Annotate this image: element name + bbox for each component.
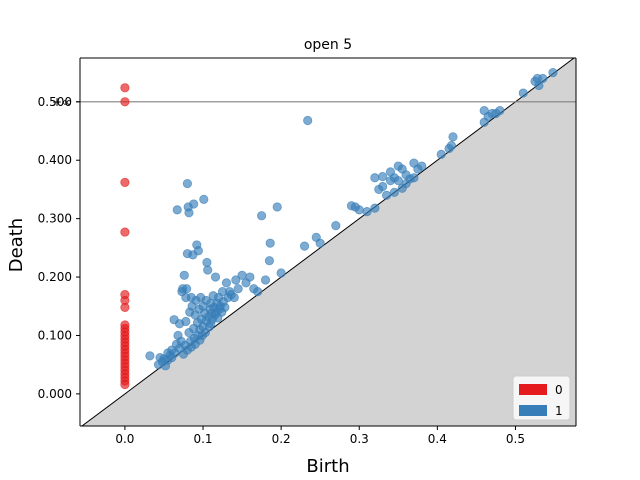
data-point — [120, 177, 130, 188]
data-point — [370, 173, 380, 183]
infinity-tick-label: +∞ — [52, 95, 72, 109]
data-point — [381, 190, 392, 200]
data-point — [495, 105, 505, 116]
data-point — [436, 149, 446, 159]
data-point — [181, 316, 191, 327]
data-point — [210, 272, 221, 282]
data-point — [265, 238, 275, 248]
data-point — [182, 284, 192, 294]
data-point — [362, 207, 372, 217]
legend-swatch — [519, 384, 547, 395]
legend-label: 1 — [555, 404, 563, 418]
y-tick-label: 0.300 — [38, 212, 72, 226]
data-point — [370, 203, 380, 213]
data-point — [354, 205, 364, 215]
data-point — [231, 275, 241, 285]
data-point — [303, 115, 313, 126]
x-axis-label: Birth — [306, 456, 349, 477]
data-point — [220, 302, 230, 313]
data-point — [253, 287, 263, 297]
data-point — [172, 205, 182, 215]
x-tick-label: 0.3 — [350, 432, 369, 446]
x-tick-label: 0.5 — [506, 432, 525, 446]
y-tick-label: 0.200 — [38, 270, 72, 284]
data-point — [120, 97, 130, 107]
legend: 01 — [512, 375, 571, 421]
data-point — [237, 270, 247, 280]
series-1-points — [145, 68, 558, 371]
data-point — [378, 171, 388, 182]
data-point — [120, 302, 130, 313]
data-point — [538, 73, 548, 84]
x-tick-label: 0.4 — [428, 432, 447, 446]
data-point — [315, 238, 325, 248]
data-point — [145, 351, 155, 361]
data-point — [203, 265, 213, 275]
data-point — [257, 211, 267, 221]
data-point — [276, 268, 286, 278]
data-point — [260, 275, 271, 285]
data-point — [548, 68, 558, 78]
data-point — [221, 278, 232, 288]
x-tick-label: 0.0 — [115, 432, 134, 446]
y-tick-label: 0.000 — [38, 387, 72, 401]
data-point — [182, 178, 193, 189]
y-tick-label: 0.500 — [38, 95, 72, 109]
data-point — [245, 272, 255, 282]
data-point — [184, 208, 194, 218]
data-point — [189, 199, 199, 209]
y-axis-label: Death — [6, 218, 27, 272]
data-point — [193, 246, 203, 256]
data-point — [448, 132, 458, 142]
data-point — [264, 256, 275, 266]
data-point — [120, 227, 130, 237]
data-point — [534, 80, 544, 91]
legend-label: 0 — [555, 383, 563, 397]
x-tick-label: 0.2 — [272, 432, 291, 446]
data-point — [417, 161, 427, 171]
data-point — [272, 202, 282, 212]
series-0-points — [120, 83, 130, 390]
data-point — [393, 176, 403, 186]
data-point — [389, 187, 399, 197]
data-point — [378, 181, 388, 192]
data-point — [233, 284, 243, 294]
x-tick-label: 0.1 — [193, 432, 212, 446]
plot-area: 0.0 0.1 0.2 0.3 0.4 0.5 0.000 0.100 0.200 0.300 0.… — [38, 57, 577, 446]
data-point — [120, 379, 130, 390]
data-point — [409, 173, 419, 183]
y-tick-label: 0.100 — [38, 328, 72, 342]
data-point — [299, 241, 310, 251]
y-tick-label: 0.400 — [38, 153, 72, 167]
legend-swatch — [519, 405, 547, 416]
data-point — [331, 221, 341, 231]
data-point — [518, 88, 528, 98]
data-point — [446, 141, 457, 151]
data-point — [120, 83, 130, 93]
data-point — [202, 257, 212, 268]
data-point — [199, 194, 209, 204]
data-point — [179, 270, 189, 280]
data-point — [229, 292, 239, 303]
chart-title: open 5 — [304, 37, 352, 53]
